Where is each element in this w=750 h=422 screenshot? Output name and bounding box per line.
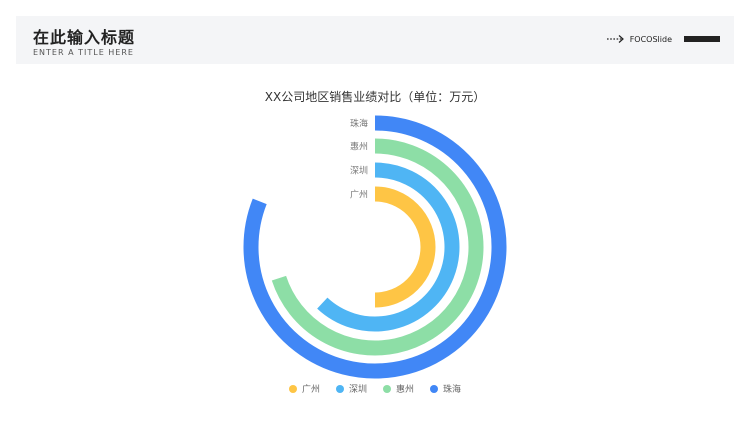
- legend-label: 深圳: [348, 385, 367, 395]
- legend-label: 广州: [301, 385, 320, 395]
- bar-深圳: [317, 162, 460, 332]
- chart-title: XX公司地区销售业绩对比（单位：万元）: [264, 90, 486, 104]
- legend-dot: [430, 384, 439, 393]
- category-label-珠海: 珠海: [350, 118, 368, 130]
- legend-dot: [335, 384, 344, 393]
- bar-广州: [374, 186, 436, 308]
- bar-惠州: [271, 138, 484, 356]
- legend-item-珠海[interactable]: 珠海: [430, 382, 461, 395]
- legend-dot: [288, 384, 297, 393]
- dotted-arrow-icon: [606, 35, 624, 43]
- legend-dot: [383, 384, 391, 393]
- legend-label: 珠海: [443, 385, 462, 395]
- legend-label: 惠州: [396, 385, 415, 395]
- brand-bar: [684, 36, 720, 42]
- category-label-广州: 广州: [350, 189, 368, 201]
- header-bar: 在此输入标题 ENTER A TITLE HERE FOCOSlide: [16, 16, 734, 64]
- page-subtitle: ENTER A TITLE HERE: [33, 48, 134, 57]
- legend-item-深圳[interactable]: 深圳: [335, 382, 367, 395]
- brand: FOCOSlide: [606, 33, 720, 45]
- page-title: 在此输入标题: [33, 28, 136, 47]
- bar-珠海: [243, 115, 507, 379]
- brand-name: FOCOSlide: [629, 34, 672, 44]
- category-label-深圳: 深圳: [350, 166, 368, 177]
- legend-item-惠州[interactable]: 惠州: [383, 382, 414, 395]
- chart-legend: 广州 深圳 惠州 珠海: [0, 382, 750, 395]
- category-label-惠州: 惠州: [350, 141, 368, 153]
- legend-item-广州[interactable]: 广州: [288, 382, 320, 395]
